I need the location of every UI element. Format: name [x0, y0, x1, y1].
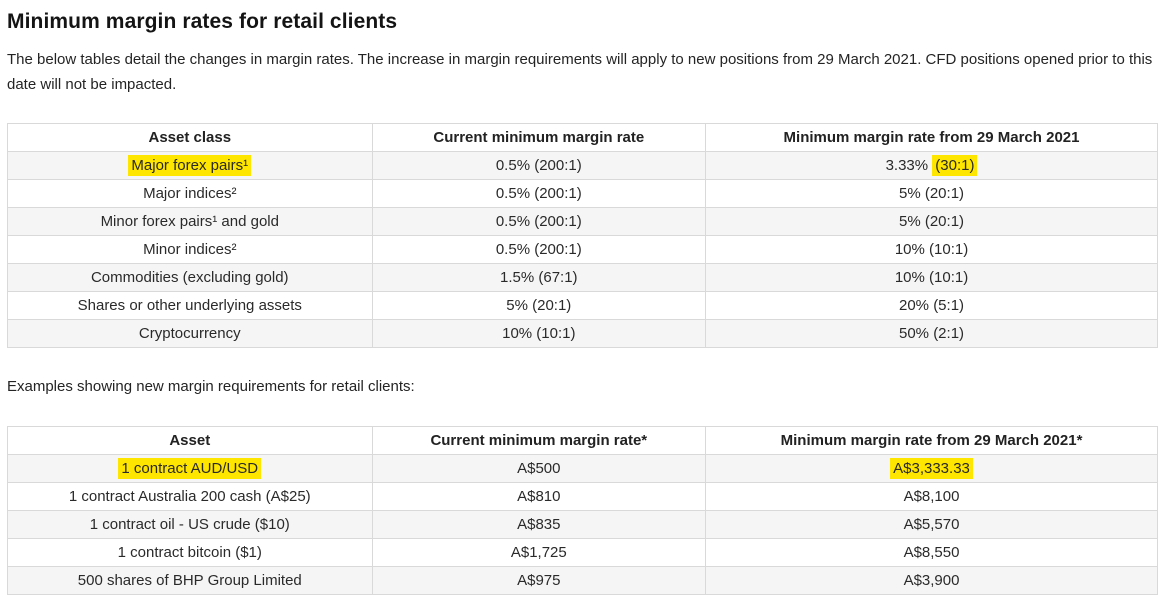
cell-asset: 500 shares of BHP Group Limited: [7, 566, 373, 595]
cell-current-rate: 1.5% (67:1): [371, 263, 707, 292]
cell-new-rate: 3.33% (30:1): [705, 151, 1158, 180]
table-row: 1 contract Australia 200 cash (A$25) A$8…: [7, 482, 1158, 511]
cell-current-rate: 0.5% (200:1): [371, 179, 707, 208]
cell-new-rate: 10% (10:1): [705, 235, 1158, 264]
cell-current-rate: 0.5% (200:1): [371, 235, 707, 264]
cell-new-rate: A$3,333.33: [705, 454, 1158, 483]
table-row: Shares or other underlying assets 5% (20…: [7, 291, 1158, 320]
header-row: Asset class Current minimum margin rate …: [7, 123, 1158, 152]
cell-current-rate: A$810: [371, 482, 707, 511]
table-row: Major forex pairs¹ 0.5% (200:1) 3.33% (3…: [7, 151, 1158, 180]
examples-label: Examples showing new margin requirements…: [7, 378, 415, 395]
header-cell-current-rate: Current minimum margin rate: [371, 123, 707, 152]
header-row: Asset Current minimum margin rate* Minim…: [7, 426, 1158, 455]
margin-rates-table: Asset class Current minimum margin rate …: [7, 123, 1158, 348]
cell-asset: 1 contract oil - US crude ($10): [7, 510, 373, 539]
cell-new-rate: A$8,550: [705, 538, 1158, 567]
header-cell-asset: Asset: [7, 426, 373, 455]
highlighted-text: Major forex pairs¹: [128, 155, 252, 176]
highlighted-text: (30:1): [932, 155, 978, 176]
cell-asset-class: Commodities (excluding gold): [7, 263, 373, 292]
cell-current-rate: 0.5% (200:1): [371, 151, 707, 180]
cell-asset-class: Cryptocurrency: [7, 319, 373, 348]
margin-examples-table-header: Asset Current minimum margin rate* Minim…: [7, 426, 1158, 455]
cell-current-rate: A$975: [371, 566, 707, 595]
header-cell-current-rate: Current minimum margin rate*: [371, 426, 707, 455]
cell-asset: 1 contract bitcoin ($1): [7, 538, 373, 567]
cell-current-rate: 0.5% (200:1): [371, 207, 707, 236]
cell-new-rate: 5% (20:1): [705, 179, 1158, 208]
intro-text: The below tables detail the changes in m…: [7, 51, 1153, 93]
header-cell-new-rate: Minimum margin rate from 29 March 2021*: [705, 426, 1158, 455]
cell-new-rate: 10% (10:1): [705, 263, 1158, 292]
cell-asset: 1 contract Australia 200 cash (A$25): [7, 482, 373, 511]
cell-new-rate: 50% (2:1): [705, 319, 1158, 348]
margin-rates-table-body: Major forex pairs¹ 0.5% (200:1) 3.33% (3…: [7, 151, 1158, 348]
cell-new-rate: A$8,100: [705, 482, 1158, 511]
cell-asset-class: Shares or other underlying assets: [7, 291, 373, 320]
cell-asset-class: Major indices²: [7, 179, 373, 208]
table-row: 500 shares of BHP Group Limited A$975 A$…: [7, 566, 1158, 595]
cell-new-rate: A$5,570: [705, 510, 1158, 539]
table-row: Minor indices² 0.5% (200:1) 10% (10:1): [7, 235, 1158, 264]
margin-examples-table: Asset Current minimum margin rate* Minim…: [7, 426, 1158, 595]
table-row: Commodities (excluding gold) 1.5% (67:1)…: [7, 263, 1158, 292]
new-rate-text: 3.33%: [885, 157, 929, 174]
table-row: 1 contract oil - US crude ($10) A$835 A$…: [7, 510, 1158, 539]
cell-current-rate: A$500: [371, 454, 707, 483]
table-row: Minor forex pairs¹ and gold 0.5% (200:1)…: [7, 207, 1158, 236]
cell-asset-class: Minor indices²: [7, 235, 373, 264]
table-row: Major indices² 0.5% (200:1) 5% (20:1): [7, 179, 1158, 208]
highlighted-text: A$3,333.33: [890, 458, 973, 479]
highlighted-text: 1 contract AUD/USD: [118, 458, 262, 479]
cell-new-rate: 5% (20:1): [705, 207, 1158, 236]
table-row: 1 contract bitcoin ($1) A$1,725 A$8,550: [7, 538, 1158, 567]
header-cell-asset-class: Asset class: [7, 123, 373, 152]
cell-current-rate: 5% (20:1): [371, 291, 707, 320]
cell-new-rate: 20% (5:1): [705, 291, 1158, 320]
margin-rates-table-header: Asset class Current minimum margin rate …: [7, 123, 1158, 152]
cell-asset-class: Minor forex pairs¹ and gold: [7, 207, 373, 236]
cell-asset-class: Major forex pairs¹: [7, 151, 373, 180]
table-row: Cryptocurrency 10% (10:1) 50% (2:1): [7, 319, 1158, 348]
cell-asset: 1 contract AUD/USD: [7, 454, 373, 483]
margin-examples-table-body: 1 contract AUD/USD A$500 A$3,333.33 1 co…: [7, 454, 1158, 595]
cell-new-rate: A$3,900: [705, 566, 1158, 595]
cell-current-rate: 10% (10:1): [371, 319, 707, 348]
page-title: Minimum margin rates for retail clients: [7, 10, 398, 33]
cell-current-rate: A$835: [371, 510, 707, 539]
header-cell-new-rate: Minimum margin rate from 29 March 2021: [705, 123, 1158, 152]
table-row: 1 contract AUD/USD A$500 A$3,333.33: [7, 454, 1158, 483]
cell-current-rate: A$1,725: [371, 538, 707, 567]
